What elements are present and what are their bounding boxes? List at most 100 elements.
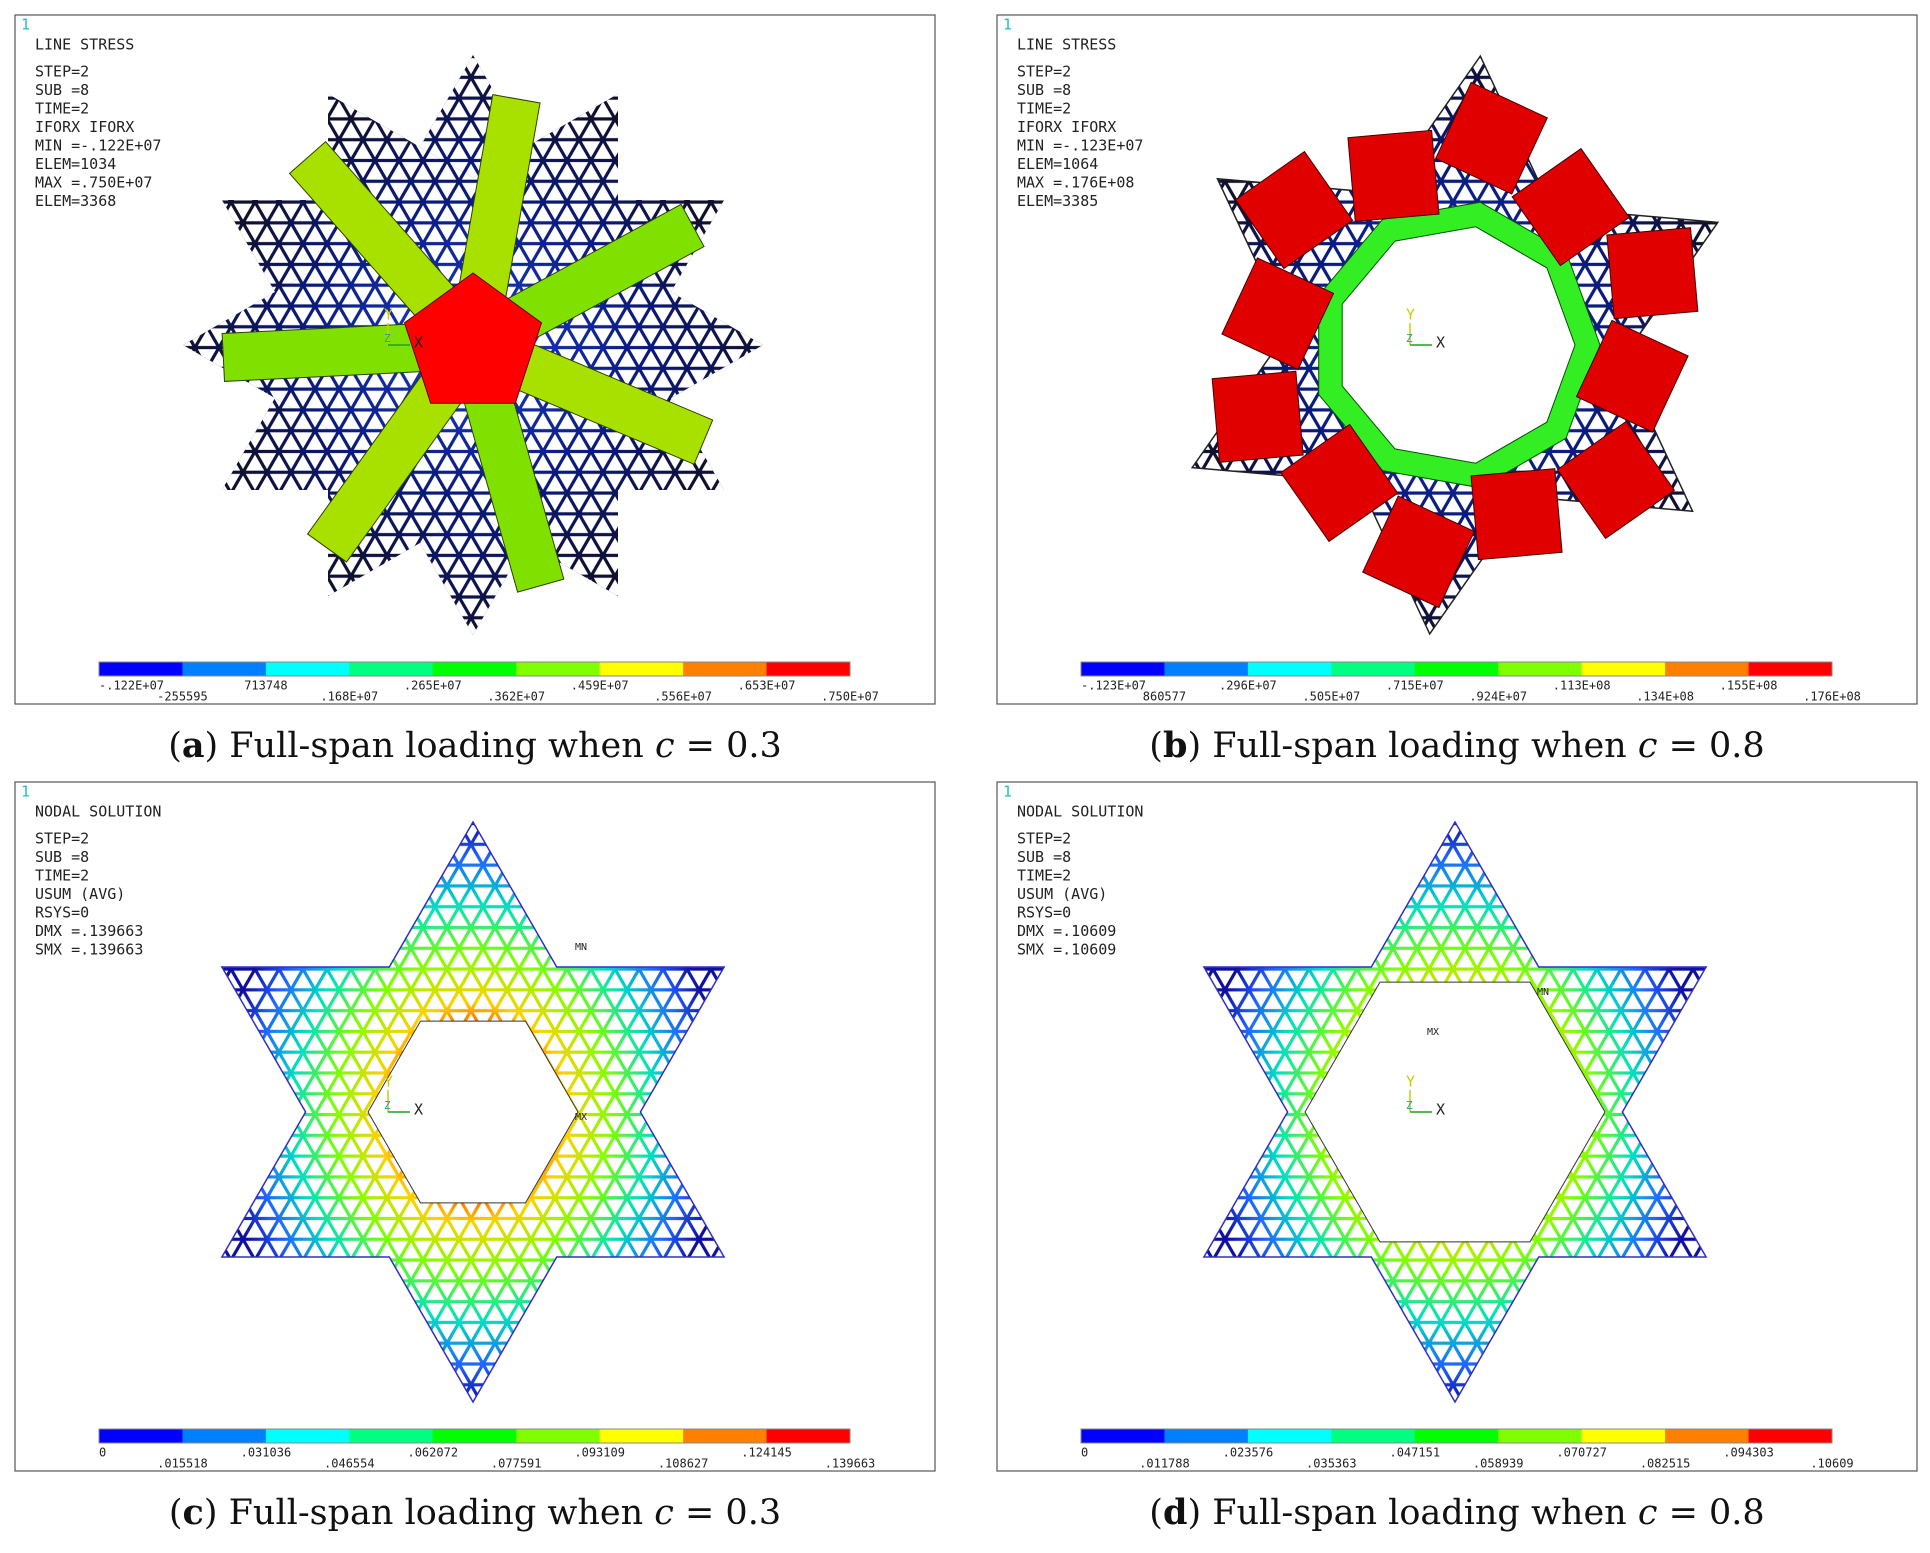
- legend-label: .750E+07: [821, 690, 879, 704]
- legend-label: .362E+07: [487, 690, 545, 704]
- caption-part: ) Full-span loading when: [205, 726, 655, 766]
- member-plate: [1234, 150, 1354, 270]
- legend-frame: [98, 661, 851, 677]
- legend-swatch: [1081, 662, 1165, 676]
- triad-label: Z: [384, 1099, 391, 1112]
- header-line: STEP=2: [1017, 63, 1071, 81]
- legend-swatch: [265, 1429, 350, 1443]
- legend-label: -255595: [157, 690, 208, 704]
- inner-hole: [1304, 981, 1606, 1243]
- header-line: MIN =-.123E+07: [1017, 137, 1143, 155]
- legend-label: .094303: [1723, 1446, 1774, 1460]
- legend-swatch: [182, 1429, 267, 1443]
- legend-swatch: [432, 662, 517, 676]
- header-line: STEP=2: [35, 63, 89, 81]
- legend-swatch: [1081, 1429, 1165, 1443]
- caption-part: (: [168, 726, 182, 766]
- legend-swatch: [599, 662, 684, 676]
- legend-swatch: [1498, 662, 1583, 676]
- triad-label: X: [414, 334, 423, 352]
- header-line: RSYS=0: [35, 904, 89, 922]
- header-line: STEP=2: [35, 830, 89, 848]
- triad-label: X: [1436, 1101, 1445, 1119]
- legend-swatch: [1164, 662, 1249, 676]
- structure-drawing: [183, 55, 763, 635]
- legend-label: .058939: [1473, 1457, 1524, 1471]
- member-plate: [1606, 227, 1699, 320]
- header-line: LINE STRESS: [1017, 36, 1116, 54]
- legend-label: .715E+07: [1386, 679, 1444, 693]
- header-line: IFORX IFORX: [35, 118, 134, 136]
- legend-frame: [1080, 1428, 1833, 1444]
- legend-label: .124145: [741, 1446, 792, 1460]
- triad-label: Y: [1406, 1073, 1415, 1091]
- member-plate: [1347, 129, 1440, 222]
- legend-swatch: [99, 1429, 183, 1443]
- header-line: STEP=2: [1017, 830, 1071, 848]
- corner-number: 1: [21, 783, 30, 801]
- legend-swatch: [766, 1429, 851, 1443]
- corner-number: 1: [1003, 783, 1012, 801]
- extreme-marker: MN: [1537, 987, 1549, 998]
- triad-label: Z: [384, 332, 391, 345]
- member-plate: [1362, 495, 1476, 609]
- caption: (b) Full-span loading when c = 0.8: [1149, 725, 1764, 766]
- header-line: DMX =.139663: [35, 922, 143, 940]
- lattice-outline: [220, 820, 726, 1404]
- caption-part: c: [654, 1493, 674, 1533]
- legend-label: .046554: [324, 1457, 375, 1471]
- triad-label: Z: [1406, 332, 1413, 345]
- legend-label: .653E+07: [738, 679, 796, 693]
- caption-part: ) Full-span loading when: [1187, 1493, 1637, 1533]
- legend-frame: [98, 1428, 851, 1444]
- legend-swatch: [1247, 662, 1332, 676]
- header-line: IFORX IFORX: [1017, 118, 1116, 136]
- legend-label: .113E+08: [1553, 679, 1611, 693]
- legend-swatch: [1498, 1429, 1583, 1443]
- legend-swatch: [1331, 1429, 1416, 1443]
- legend-swatch: [599, 1429, 684, 1443]
- center-plate: [403, 272, 543, 404]
- header-line: SUB =8: [1017, 848, 1071, 866]
- legend-swatch: [766, 662, 851, 676]
- legend-label: .082515: [1640, 1457, 1691, 1471]
- legend-label: .093109: [574, 1446, 625, 1460]
- legend-label: .10609: [1810, 1457, 1853, 1471]
- header-line: LINE STRESS: [35, 36, 134, 54]
- structure-drawing: [1190, 54, 1720, 636]
- caption-part: c: [1638, 726, 1658, 766]
- triad-label: Z: [1406, 1099, 1413, 1112]
- structure-drawing: [220, 820, 726, 1404]
- legend-label: .459E+07: [571, 679, 629, 693]
- caption-part: a: [182, 725, 205, 766]
- legend-swatch: [349, 662, 434, 676]
- legend-swatch: [1748, 1429, 1833, 1443]
- legend-label: .011788: [1139, 1457, 1190, 1471]
- member-plate: [1434, 81, 1548, 195]
- caption-part: c: [1638, 1493, 1658, 1533]
- legend-label: .015518: [157, 1457, 208, 1471]
- caption-part: (: [169, 1493, 183, 1533]
- header-line: SUB =8: [1017, 81, 1071, 99]
- legend-label: .296E+07: [1219, 679, 1277, 693]
- caption-part: (: [1149, 726, 1163, 766]
- legend-swatch: [265, 662, 350, 676]
- member-plate: [1470, 468, 1563, 561]
- member-plate: [1221, 257, 1335, 371]
- header-line: MAX =.176E+08: [1017, 174, 1134, 192]
- caption-part: = 0.3: [674, 1493, 781, 1533]
- triad-label: Y: [384, 1073, 393, 1091]
- extreme-marker: MX: [575, 1112, 587, 1123]
- extreme-marker: MX: [1427, 1027, 1439, 1038]
- legend-swatch: [1748, 662, 1833, 676]
- triad-label: X: [1436, 334, 1445, 352]
- legend-label: .134E+08: [1636, 690, 1694, 704]
- caption-part: = 0.3: [675, 726, 782, 766]
- header-line: NODAL SOLUTION: [1017, 803, 1143, 821]
- triad-label: X: [414, 1101, 423, 1119]
